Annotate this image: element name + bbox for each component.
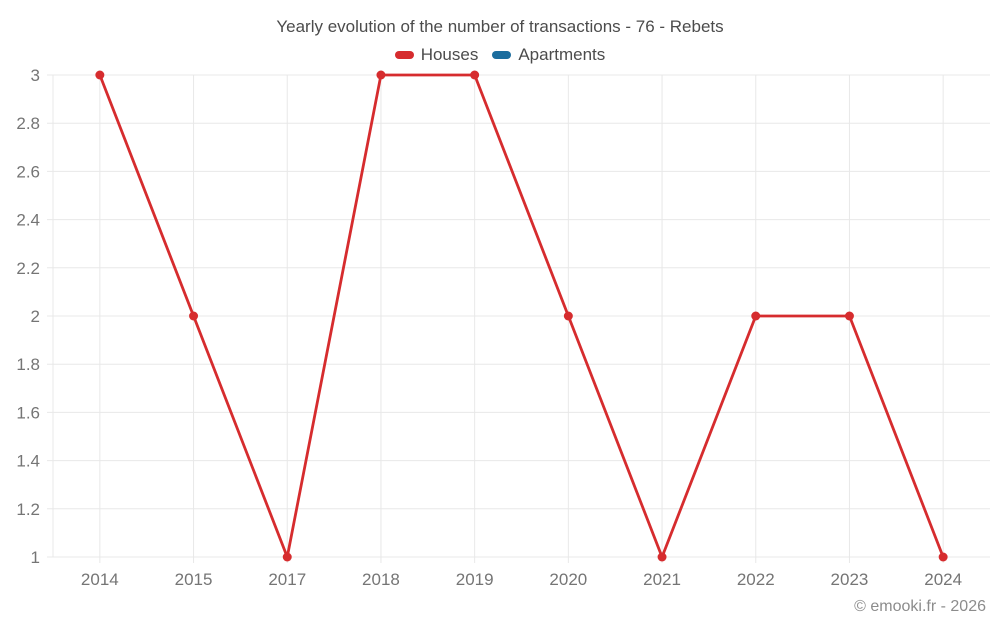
svg-text:1.2: 1.2	[16, 500, 40, 519]
svg-text:2.8: 2.8	[16, 114, 40, 133]
legend-label-apartments: Apartments	[518, 45, 606, 64]
svg-text:1.4: 1.4	[16, 452, 40, 471]
chart-title: Yearly evolution of the number of transa…	[276, 17, 724, 36]
svg-text:2.4: 2.4	[16, 211, 40, 230]
houses-series-swatch-icon	[394, 51, 414, 59]
svg-text:2018: 2018	[362, 570, 400, 589]
legend-item-apartments[interactable]: Apartments	[492, 45, 605, 65]
svg-text:3: 3	[31, 66, 40, 85]
watermark: © emooki.fr - 2026	[854, 598, 986, 615]
svg-text:1.6: 1.6	[16, 403, 40, 422]
svg-text:2: 2	[31, 307, 40, 326]
svg-text:1.8: 1.8	[16, 355, 40, 374]
svg-text:2.6: 2.6	[16, 162, 40, 181]
svg-text:2021: 2021	[643, 570, 681, 589]
svg-text:2015: 2015	[175, 570, 213, 589]
apartments-series-swatch-icon	[492, 51, 512, 59]
svg-text:2017: 2017	[268, 570, 306, 589]
legend: Houses Apartments	[0, 45, 1000, 65]
svg-text:2022: 2022	[737, 570, 775, 589]
legend-item-houses[interactable]: Houses	[394, 45, 479, 65]
svg-text:2019: 2019	[456, 570, 494, 589]
svg-text:2023: 2023	[831, 570, 869, 589]
svg-text:2014: 2014	[81, 570, 119, 589]
svg-text:2024: 2024	[924, 570, 962, 589]
svg-text:2020: 2020	[549, 570, 587, 589]
legend-label-houses: Houses	[420, 45, 479, 64]
svg-text:1: 1	[31, 548, 40, 567]
svg-text:2.2: 2.2	[16, 259, 40, 278]
